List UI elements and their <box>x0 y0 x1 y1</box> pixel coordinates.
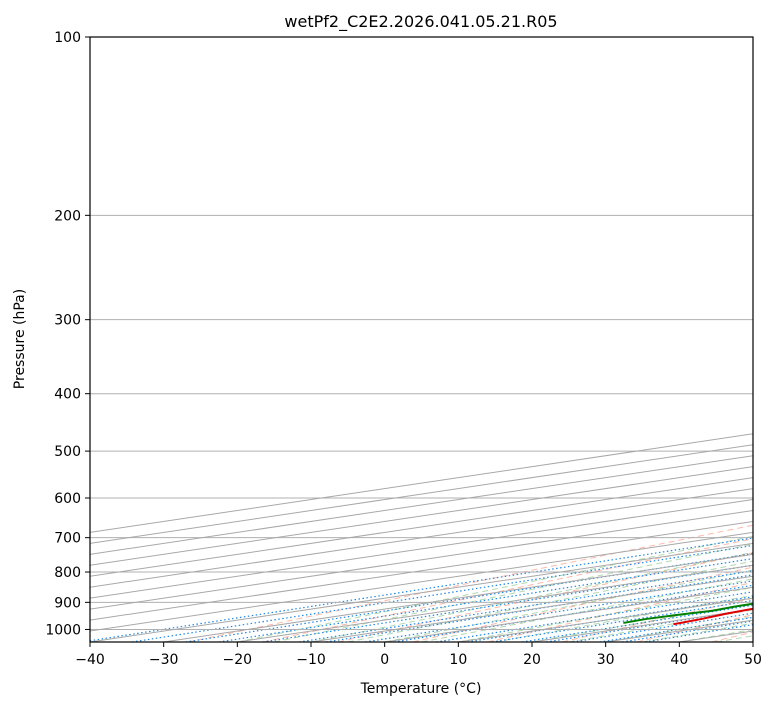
x-tick-label: 0 <box>380 652 389 668</box>
y-tick-label: 800 <box>54 565 81 581</box>
x-tick-label: −20 <box>223 652 253 668</box>
y-tick-label: 1000 <box>45 622 81 638</box>
chart-title: wetPf2_C2E2.2026.041.05.21.R05 <box>284 12 557 32</box>
x-tick-label: 10 <box>449 652 467 668</box>
y-axis-label: Pressure (hPa) <box>12 289 28 389</box>
y-tick-label: 300 <box>54 313 81 329</box>
y-tick-label: 500 <box>54 444 81 460</box>
y-tick-label: 700 <box>54 531 81 547</box>
y-tick-label: 900 <box>54 595 81 611</box>
x-tick-label: −40 <box>75 652 105 668</box>
y-tick-label: 400 <box>54 387 81 403</box>
x-tick-label: 40 <box>670 652 688 668</box>
x-axis-label: Temperature (°C) <box>360 681 482 697</box>
y-tick-label: 100 <box>54 30 81 46</box>
x-tick-label: −30 <box>149 652 179 668</box>
x-tick-label: 30 <box>597 652 615 668</box>
x-tick-label: 50 <box>744 652 762 668</box>
x-tick-label: −10 <box>296 652 326 668</box>
y-tick-label: 200 <box>54 208 81 224</box>
x-tick-label: 20 <box>523 652 541 668</box>
y-tick-label: 600 <box>54 491 81 507</box>
